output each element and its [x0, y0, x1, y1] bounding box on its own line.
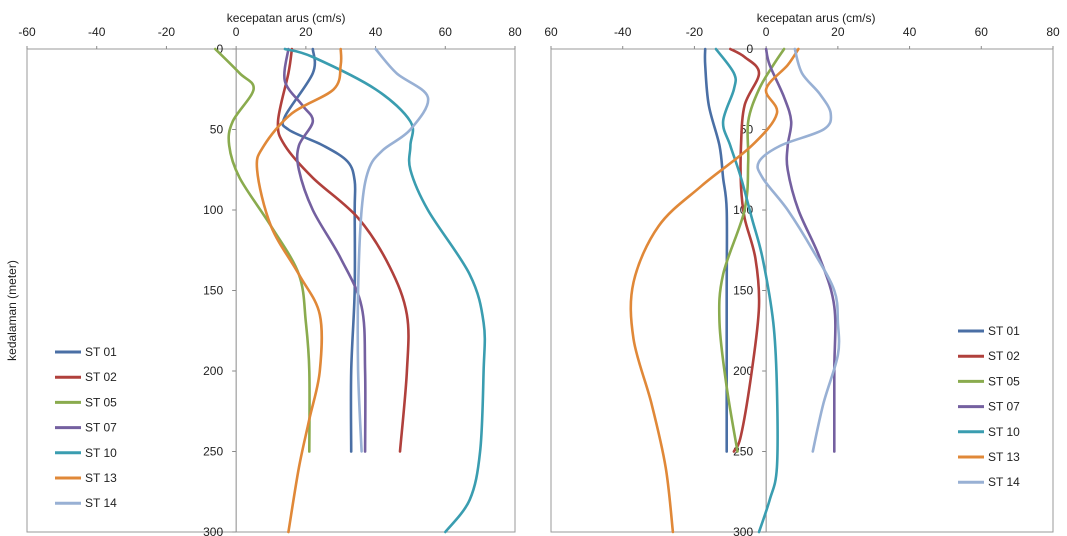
legend-label: ST 05	[85, 395, 117, 409]
x-tick-label: 40	[903, 25, 917, 39]
series-line-st-07	[283, 47, 367, 453]
x-tick-label: 80	[1046, 25, 1060, 39]
legend-label: ST 14	[988, 475, 1020, 489]
y-tick-label: 150	[203, 284, 223, 298]
legend-label: ST 10	[85, 446, 117, 460]
plot-frame	[550, 48, 1054, 533]
x-tick-label: -40	[88, 25, 106, 39]
x-tick-label: 20	[831, 25, 845, 39]
y-tick-label: 0	[216, 42, 223, 56]
series-line-st-13	[629, 47, 800, 534]
legend: ST 01 ST 02 ST 05 ST 07 ST 10 ST 13 ST 14	[958, 324, 1020, 489]
right-chart: 60 -40 -20 0 20 40 60 80050100150200250300kecep…	[544, 11, 1060, 536]
series-line-st-05	[213, 47, 311, 453]
y-tick-label: 250	[203, 445, 223, 459]
series-line-st-05	[717, 47, 786, 453]
legend-label: ST 13	[85, 471, 117, 485]
y-tick-label: 50	[210, 123, 224, 137]
legend-label: ST 05	[988, 374, 1020, 388]
legend: ST 01 ST 02 ST 05 ST 07 ST 10 ST 13 ST 14	[55, 345, 117, 510]
legend-label: ST 02	[988, 349, 1020, 363]
y-tick-label: 300	[733, 525, 753, 536]
series-line-st-14	[756, 47, 841, 453]
series-line-st-07	[764, 47, 837, 453]
x-tick-label: 20	[299, 25, 313, 39]
series-line-st-10	[283, 47, 487, 534]
series-line-st-01	[281, 47, 357, 453]
series-line-st-02	[729, 47, 761, 453]
plot-frame	[26, 48, 516, 533]
x-tick-label: -40	[614, 25, 632, 39]
series-line-st-13	[255, 47, 343, 534]
x-axis-title: kecepatan arus (cm/s)	[757, 11, 876, 25]
y-tick-label: 200	[733, 364, 753, 378]
y-tick-label: 0	[746, 42, 753, 56]
series-line-st-01	[703, 47, 729, 453]
legend-label: ST 02	[85, 370, 117, 384]
x-tick-label: 0	[763, 25, 770, 39]
x-tick-label: -20	[686, 25, 704, 39]
legend-label: ST 13	[988, 450, 1020, 464]
x-tick-label: 40	[369, 25, 383, 39]
legend-label: ST 01	[85, 345, 117, 359]
x-tick-label: 60	[439, 25, 453, 39]
legend-label: ST 07	[85, 421, 117, 435]
y-tick-label: 100	[203, 203, 223, 217]
series-line-st-02	[276, 47, 410, 453]
legend-label: ST 14	[85, 496, 117, 510]
series-line-st-14	[356, 47, 430, 453]
y-tick-label: 200	[203, 364, 223, 378]
legend-label: ST 10	[988, 425, 1020, 439]
legend-label: ST 07	[988, 400, 1020, 414]
x-tick-label: 80	[508, 25, 522, 39]
series-line-st-10	[714, 47, 779, 534]
x-axis-title: kecepatan arus (cm/s)	[227, 11, 346, 25]
x-tick-label: 60	[544, 25, 558, 39]
y-axis-title: kedalaman (meter)	[5, 260, 19, 361]
y-tick-label: 150	[733, 284, 753, 298]
x-tick-label: 0	[233, 25, 240, 39]
left-chart: -60 -40 -20 0 20 40 60 80 0 50 100 150 200 250 300 kece…	[5, 11, 522, 536]
legend-label: ST 01	[988, 324, 1020, 338]
x-tick-label: -60	[18, 25, 36, 39]
y-tick-label: 300	[203, 525, 223, 536]
x-tick-label: 60	[975, 25, 989, 39]
x-tick-label: -20	[158, 25, 176, 39]
